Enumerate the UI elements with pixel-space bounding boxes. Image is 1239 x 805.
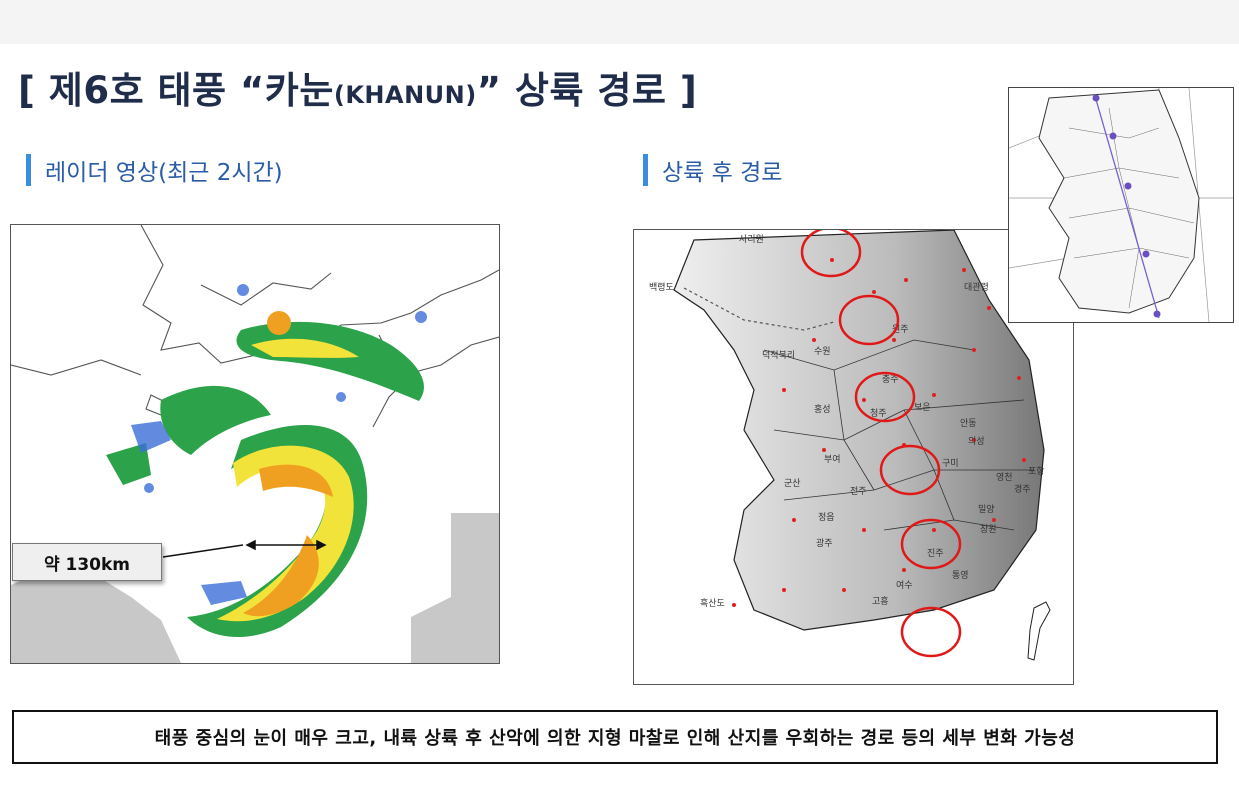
heading-accent-bar bbox=[26, 154, 31, 186]
terrain-map: 사리원 백령도 덕적북리 수원 홍성 부여 군산 전주 정읍 광주 고흥 여수 … bbox=[633, 229, 1074, 685]
inset-districts bbox=[1063, 107, 1195, 309]
province-borders bbox=[763, 339, 1034, 531]
city-label: 전주 bbox=[850, 486, 867, 497]
summary-text: 태풍 중심의 눈이 매우 크고, 내륙 상륙 후 산악에 의한 지형 마찰로 인… bbox=[154, 728, 1076, 749]
page-title: [ 제6호 태풍 “카눈(KHANUN)” 상륙 경로 ] bbox=[18, 69, 698, 112]
track-inset-map bbox=[1008, 87, 1234, 323]
city-label: 안동 bbox=[960, 418, 977, 429]
city-label: 진주 bbox=[927, 548, 944, 559]
coastline bbox=[11, 225, 499, 428]
city-label: 백령도 bbox=[649, 281, 674, 293]
typhoon-track-line bbox=[1094, 95, 1160, 319]
city-label: 정읍 bbox=[818, 512, 835, 523]
rain-orange bbox=[243, 311, 333, 617]
distance-label: 약 130km bbox=[12, 543, 162, 581]
city-label: 덕적북리 bbox=[762, 349, 795, 361]
track-section-heading: 상륙 후 경로 bbox=[643, 153, 782, 187]
city-label: 포항 bbox=[1028, 466, 1045, 477]
city-label: 보은 bbox=[914, 402, 931, 413]
top-band bbox=[0, 0, 1239, 44]
city-label: 충주 bbox=[882, 374, 899, 385]
track-points bbox=[1092, 94, 1161, 318]
city-label: 창원 bbox=[980, 524, 997, 535]
landfall-circles bbox=[800, 230, 962, 658]
city-label: 고흥 bbox=[872, 595, 889, 607]
island-outline bbox=[1027, 601, 1051, 661]
city-label: 밀양 bbox=[978, 503, 995, 515]
city-label: 수원 bbox=[814, 346, 831, 357]
inset-landmass bbox=[1038, 89, 1200, 314]
city-label: 부여 bbox=[824, 453, 841, 465]
city-label: 사리원 bbox=[739, 234, 764, 245]
rain-yellow bbox=[217, 338, 359, 622]
city-label: 흑산도 bbox=[700, 597, 725, 609]
city-label: 의성 bbox=[968, 436, 985, 447]
radar-section-heading: 레이더 영상(최근 2시간) bbox=[26, 153, 283, 187]
summary-box: 태풍 중심의 눈이 매우 크고, 내륙 상륙 후 산악에 의한 지형 마찰로 인… bbox=[12, 710, 1218, 764]
city-label: 대관령 bbox=[964, 281, 989, 293]
city-label: 청주 bbox=[870, 408, 887, 419]
city-label: 구미 bbox=[942, 458, 959, 469]
radar-heading-text: 레이더 영상(최근 2시간) bbox=[45, 160, 283, 186]
city-label: 광주 bbox=[816, 537, 833, 549]
heading-accent-bar bbox=[643, 154, 648, 186]
city-label: 군산 bbox=[784, 478, 801, 489]
land-gray bbox=[11, 513, 499, 663]
city-labels: 사리원 백령도 덕적북리 수원 홍성 부여 군산 전주 정읍 광주 고흥 여수 … bbox=[649, 234, 1045, 609]
city-label: 영천 bbox=[996, 472, 1013, 483]
peninsula-shape bbox=[673, 230, 1045, 631]
rain-blue bbox=[131, 284, 427, 605]
station-markers bbox=[732, 258, 1026, 607]
city-label: 홍성 bbox=[814, 403, 831, 415]
city-label: 경주 bbox=[1014, 483, 1031, 495]
city-label: 여수 bbox=[896, 579, 913, 591]
track-heading-text: 상륙 후 경로 bbox=[662, 160, 783, 186]
city-label: 원주 bbox=[892, 324, 909, 335]
radar-image bbox=[10, 224, 500, 664]
dmz-line bbox=[683, 287, 835, 331]
city-label: 통영 bbox=[952, 570, 969, 581]
distance-arrow bbox=[162, 539, 327, 558]
